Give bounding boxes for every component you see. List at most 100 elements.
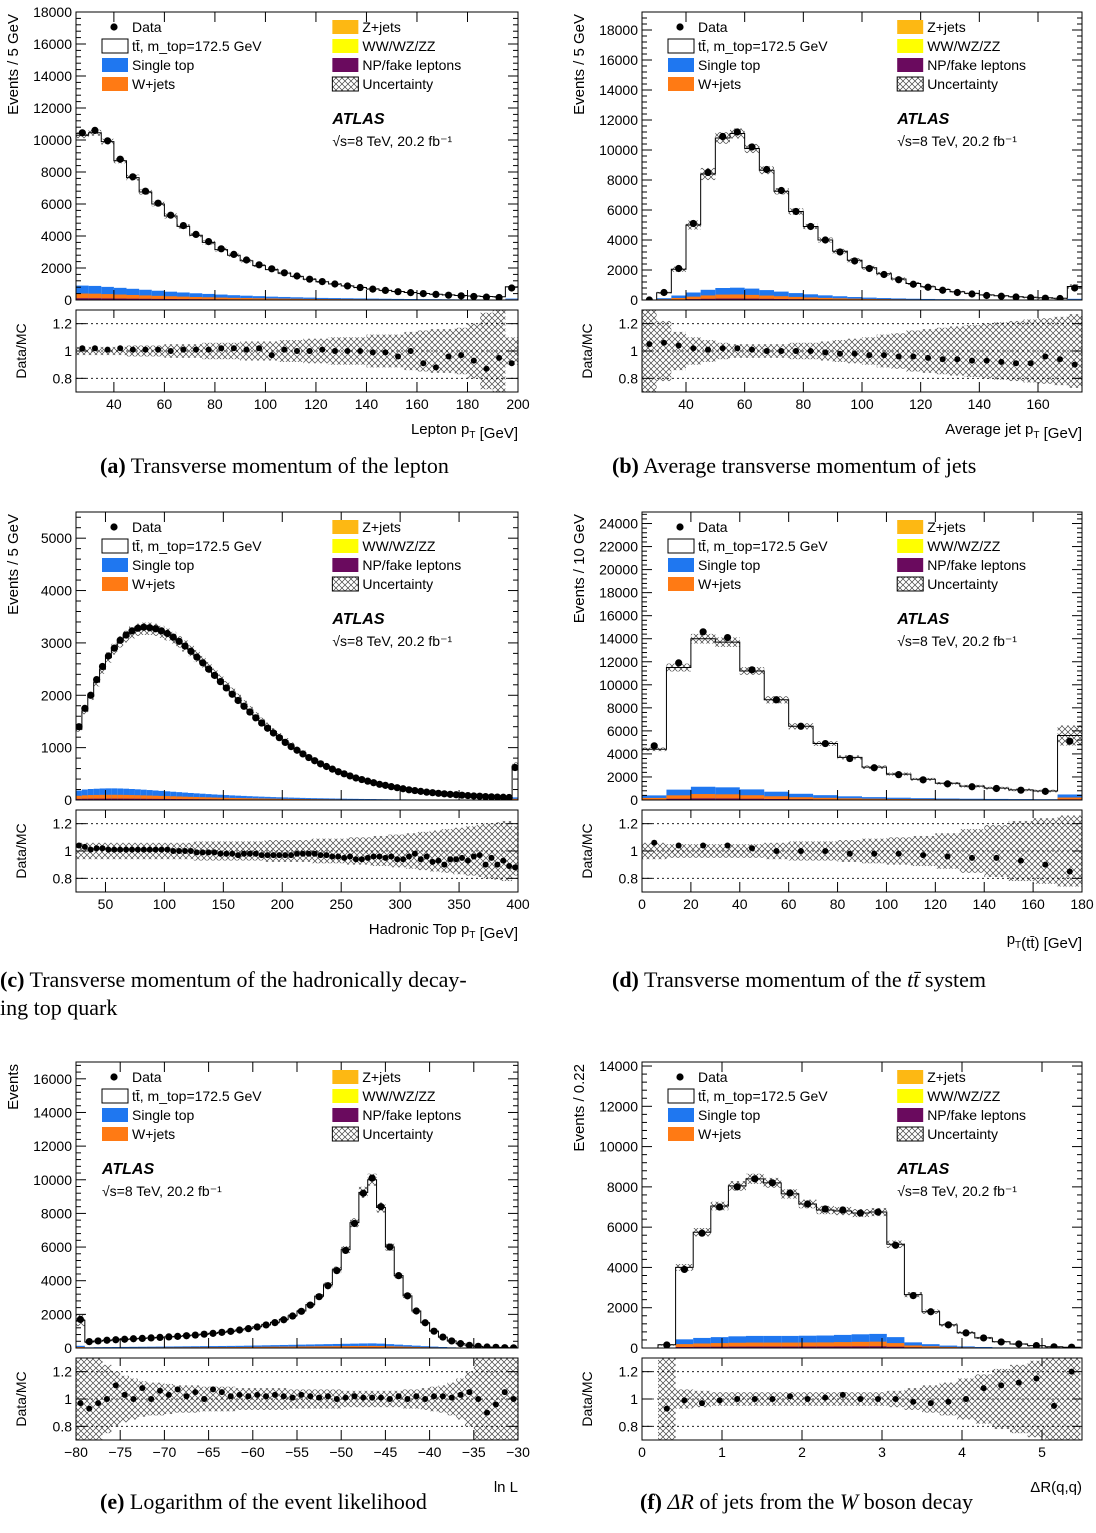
data-point bbox=[1068, 1343, 1076, 1348]
ratio-point bbox=[105, 846, 112, 853]
ratio-point bbox=[895, 353, 902, 360]
data-point bbox=[280, 269, 288, 277]
ratio-point bbox=[156, 1387, 163, 1394]
ratio-point bbox=[227, 1393, 234, 1400]
bkg-single-top-bar bbox=[294, 797, 300, 800]
data-point bbox=[342, 1246, 350, 1255]
ratio-point bbox=[420, 360, 427, 367]
x-tick-label: 140 bbox=[355, 396, 379, 412]
data-point bbox=[395, 1272, 403, 1280]
bkg-wjets-bar bbox=[288, 798, 295, 800]
bkg-wjets-bar bbox=[323, 1346, 333, 1348]
data-point bbox=[777, 186, 785, 195]
legend-label: Z+jets bbox=[927, 1069, 966, 1085]
x-tick-label: 50 bbox=[98, 896, 114, 912]
legend-label: W+jets bbox=[698, 576, 741, 592]
ratio-uncertainty-band bbox=[1062, 1358, 1081, 1440]
ratio-uncertainty-band bbox=[1008, 320, 1024, 382]
legend-label: NP/fake leptons bbox=[927, 1107, 1026, 1123]
data-point bbox=[836, 248, 844, 256]
legend: Data Z+jets tt̄, m_top=172.5 GeV WW/WZ/ZZ Si… bbox=[101, 519, 461, 592]
data-point bbox=[481, 792, 490, 800]
bkg-wjets-bar bbox=[241, 798, 247, 800]
legend-swatch bbox=[668, 1108, 694, 1122]
x-tick-label: 200 bbox=[271, 896, 295, 912]
bkg-single-top-bar bbox=[358, 798, 365, 800]
ratio-point bbox=[895, 850, 902, 857]
ratio-point bbox=[500, 857, 507, 864]
ratio-point bbox=[969, 854, 975, 861]
bkg-single-top-bar bbox=[155, 1346, 165, 1348]
bkg-wjets-bar bbox=[813, 797, 838, 800]
data-point bbox=[1027, 294, 1035, 300]
data-point bbox=[1017, 786, 1025, 794]
bkg-wjets-bar bbox=[862, 298, 877, 300]
legend-ttbar-swatch bbox=[101, 538, 129, 554]
bkg-wjets-bar bbox=[759, 295, 774, 300]
ratio-point bbox=[152, 846, 159, 853]
legend-swatch bbox=[332, 39, 359, 53]
bkg-single-top-bar bbox=[379, 298, 392, 300]
data-point bbox=[246, 708, 254, 716]
bkg-fake-bar bbox=[886, 1346, 905, 1348]
main-plot bbox=[76, 622, 518, 800]
bkg-single-top-bar bbox=[235, 795, 242, 800]
legend-label: Uncertainty bbox=[927, 576, 998, 592]
bkg-single-top-bar bbox=[164, 791, 171, 800]
bkg-wjets-bar bbox=[332, 1346, 342, 1348]
ratio-point bbox=[342, 1394, 349, 1401]
bkg-single-top-bar bbox=[81, 789, 88, 800]
legend-label: tt̄, m_top=172.5 GeV bbox=[132, 1088, 262, 1104]
ratio-point bbox=[86, 1405, 93, 1412]
bkg-fake-bar bbox=[88, 298, 102, 300]
ratio-point bbox=[299, 850, 306, 857]
data-point bbox=[262, 1321, 270, 1329]
data-point bbox=[179, 222, 187, 230]
ratio-point bbox=[998, 1382, 1005, 1389]
ratio-plot bbox=[642, 1358, 1082, 1440]
data-point bbox=[465, 1341, 473, 1348]
ratio-point bbox=[681, 1397, 688, 1404]
data-point bbox=[306, 1301, 314, 1309]
legend-label: Single top bbox=[132, 1107, 194, 1123]
data-point bbox=[892, 1241, 900, 1249]
ratio-point bbox=[466, 1389, 473, 1396]
data-point bbox=[210, 671, 219, 679]
ratio-uncertainty-band bbox=[464, 1371, 474, 1427]
bkg-wjets-bar bbox=[140, 795, 147, 800]
bkg-wjets-bar bbox=[76, 293, 89, 300]
ratio-point bbox=[945, 1398, 952, 1405]
bkg-wjets-bar bbox=[851, 1341, 870, 1348]
bkg-fake-bar bbox=[693, 1346, 711, 1348]
ratio-uncertainty-band bbox=[164, 1383, 174, 1415]
data-point bbox=[927, 1308, 935, 1316]
data-point bbox=[293, 746, 301, 754]
ratio-point bbox=[388, 853, 395, 860]
bkg-single-top-bar bbox=[111, 788, 118, 800]
data-point bbox=[792, 207, 800, 216]
data-point bbox=[322, 762, 331, 771]
bkg-fake-bar bbox=[158, 798, 165, 800]
ratio-point bbox=[77, 1400, 84, 1407]
ratio-point bbox=[369, 349, 376, 356]
ratio-point bbox=[749, 346, 755, 353]
data-point bbox=[962, 1329, 970, 1337]
data-point bbox=[508, 284, 516, 292]
bkg-wjets-bar bbox=[774, 296, 789, 300]
data-point bbox=[306, 275, 314, 283]
ratio-point bbox=[954, 356, 961, 363]
data-point bbox=[939, 286, 947, 294]
ratio-point bbox=[411, 850, 418, 857]
caption-text: Transverse momentum of the bbox=[644, 967, 908, 992]
bkg-single-top-bar bbox=[739, 789, 765, 800]
caption-text-after: boson decay bbox=[858, 1489, 974, 1514]
legend-uncertainty-swatch bbox=[896, 1126, 924, 1142]
data-point bbox=[470, 292, 478, 300]
ratio-point bbox=[787, 1393, 793, 1400]
x-axis-label: Hadronic Top pT [GeV] bbox=[369, 921, 518, 942]
ratio-point bbox=[448, 1394, 455, 1401]
bkg-wjets-bar bbox=[693, 1343, 711, 1348]
bkg-single-top-bar bbox=[984, 798, 1009, 800]
bkg-single-top-bar bbox=[76, 790, 82, 800]
ratio-uncertainty-band bbox=[84, 1358, 94, 1440]
